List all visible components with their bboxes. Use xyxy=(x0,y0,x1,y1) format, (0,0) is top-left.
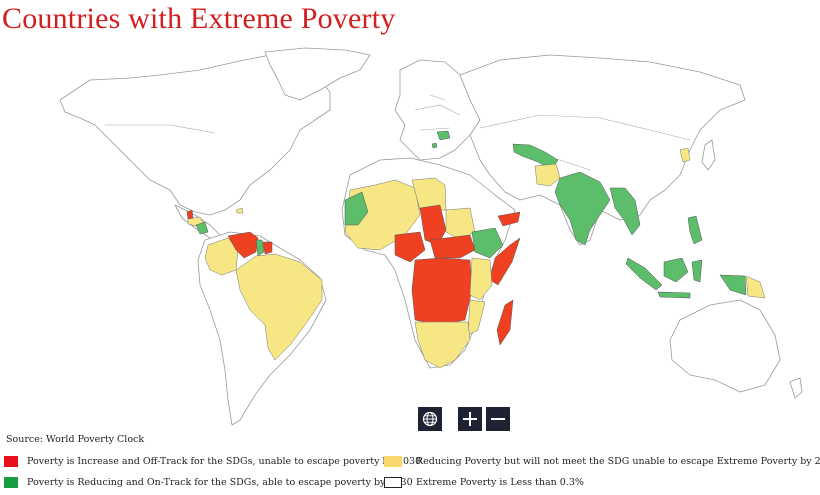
reset-view-button[interactable] xyxy=(418,407,442,431)
legend-label: Poverty is Reducing and On-Track for the… xyxy=(27,477,413,488)
bosnia xyxy=(431,142,438,149)
ethiopia xyxy=(471,227,504,259)
colombia xyxy=(204,237,239,276)
map-controls xyxy=(418,407,510,431)
southern-africa xyxy=(414,321,471,369)
guyana xyxy=(255,239,265,257)
legend-item-less-than: Extreme Poverty is Less than 0.3% xyxy=(384,477,584,488)
mauritania xyxy=(344,191,369,226)
sulawesi xyxy=(691,259,703,283)
source-note: Source: World Poverty Clock xyxy=(6,434,145,445)
java xyxy=(657,291,691,299)
central-africa-drc xyxy=(411,257,473,326)
legend-label: Reducing Poverty but will not meet the S… xyxy=(416,456,820,467)
philippines xyxy=(687,215,703,245)
legend-label: Extreme Poverty is Less than 0.3% xyxy=(416,477,584,488)
libya xyxy=(411,177,447,211)
afghanistan xyxy=(534,163,561,187)
red-swatch xyxy=(4,456,18,467)
page-title: Countries with Extreme Poverty xyxy=(2,2,396,35)
madagascar xyxy=(496,299,514,346)
mozambique xyxy=(467,299,486,336)
romania xyxy=(436,130,451,141)
nicaragua xyxy=(195,221,209,235)
globe-icon xyxy=(422,411,438,427)
yemen xyxy=(497,211,521,227)
india xyxy=(554,171,611,246)
brazil xyxy=(235,253,323,361)
venezuela xyxy=(227,231,259,259)
east-africa-kenya-tanzania xyxy=(469,257,493,301)
legend-label: Poverty is Increase and Off-Track for th… xyxy=(27,456,422,467)
borneo xyxy=(663,257,689,283)
chad xyxy=(419,204,447,246)
papua-indonesia xyxy=(719,274,747,296)
japan xyxy=(701,139,716,171)
nigeria xyxy=(394,231,426,263)
legend-item-off-track: Poverty is Increase and Off-Track for th… xyxy=(4,456,421,467)
europe[interactable] xyxy=(394,59,481,161)
world-map[interactable] xyxy=(0,38,820,438)
zoom-in-button[interactable] xyxy=(458,407,482,431)
legend-item-reducing: Reducing Poverty but will not meet the S… xyxy=(384,456,820,467)
north-america[interactable] xyxy=(59,51,346,216)
green-swatch xyxy=(4,477,18,488)
north-korea xyxy=(679,147,691,163)
sumatra xyxy=(625,257,663,291)
australia[interactable] xyxy=(669,299,781,393)
car-south-sudan xyxy=(429,234,476,259)
white-swatch xyxy=(384,477,402,488)
plus-icon xyxy=(463,412,477,426)
haiti xyxy=(235,207,244,214)
yellow-swatch xyxy=(384,456,402,467)
minus-icon xyxy=(491,418,505,420)
legend-item-on-track: Poverty is Reducing and On-Track for the… xyxy=(4,477,413,488)
zoom-out-button[interactable] xyxy=(486,407,510,431)
guatemala xyxy=(186,209,194,220)
greenland[interactable] xyxy=(264,47,371,101)
myanmar-laos-vietnam xyxy=(609,187,641,236)
suriname xyxy=(262,241,273,255)
papua-new-guinea xyxy=(745,275,766,299)
